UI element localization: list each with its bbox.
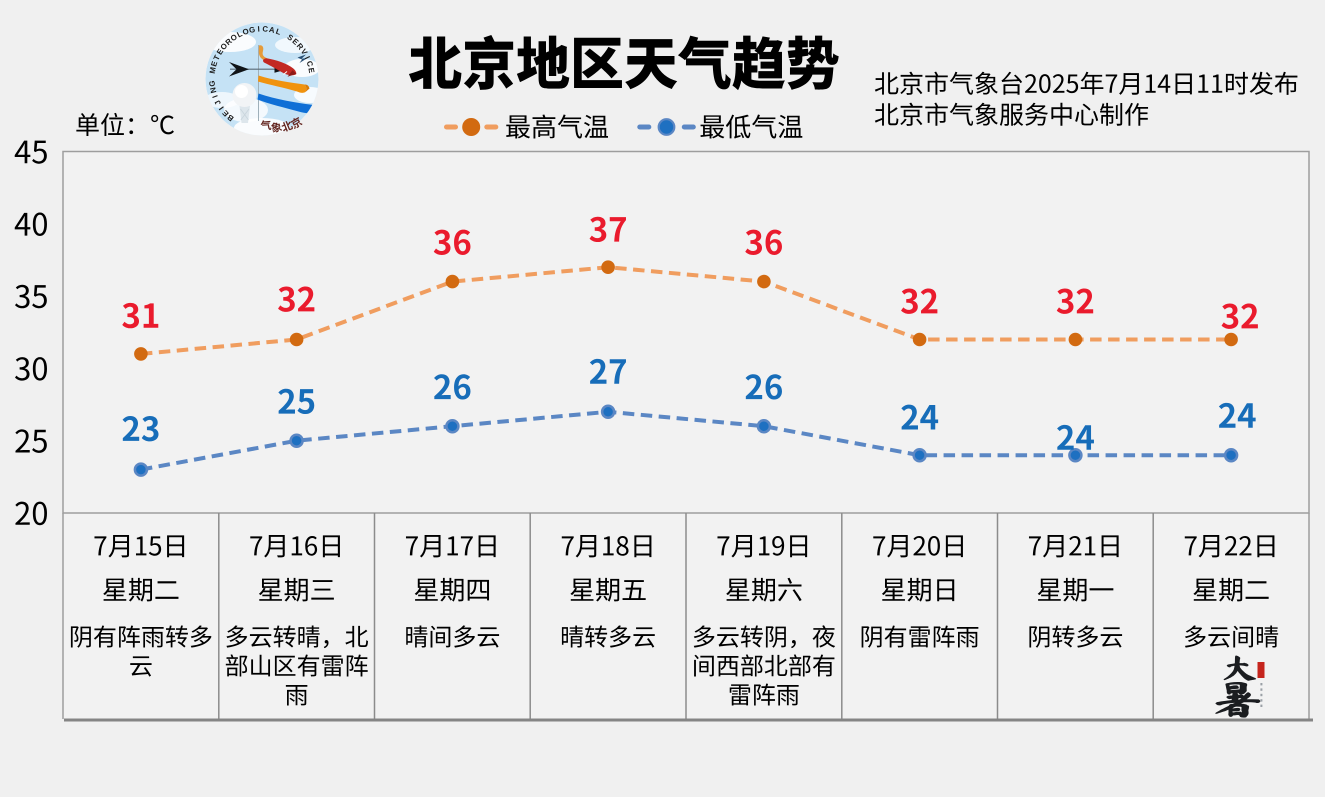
svg-text:T: T [212,53,222,61]
svg-text:R: R [224,36,234,47]
svg-text:E: E [215,47,225,56]
svg-text:S: S [286,32,295,42]
svg-text:G: G [248,25,256,35]
svg-text:I: I [303,55,312,61]
svg-text:A: A [268,25,276,35]
svg-text:N: N [208,86,218,94]
svg-text:B: B [225,112,235,123]
svg-text:O: O [229,32,239,43]
svg-text:E: E [306,67,316,74]
svg-text:G: G [207,80,217,87]
svg-text:V: V [299,47,310,57]
svg-text:R: R [295,42,306,52]
svg-text:I: I [211,94,220,99]
svg-text:E: E [209,60,219,68]
svg-text:L: L [235,29,244,39]
svg-text:I: I [257,25,260,34]
svg-text:O: O [219,41,230,51]
svg-text:I: I [217,105,226,112]
svg-text:L: L [275,27,283,37]
svg-text:C: C [305,60,315,68]
svg-text:E: E [221,108,231,118]
svg-text:C: C [262,24,269,33]
svg-text:J: J [213,99,223,107]
svg-text:E: E [290,37,300,47]
svg-text:M: M [208,66,218,74]
svg-text:O: O [241,26,250,36]
